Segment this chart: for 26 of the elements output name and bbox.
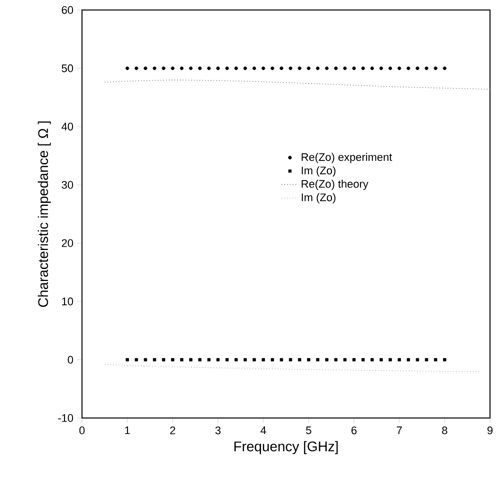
x-tick-label: 9	[487, 426, 493, 434]
legend-label: Re(Zo) theory	[302, 180, 368, 190]
y-tick-label: 60	[62, 6, 74, 14]
line-series	[104, 80, 490, 90]
x-tick-label: 5	[306, 426, 312, 434]
x-tick-label: 8	[442, 426, 448, 434]
y-tick-label: -10	[58, 414, 74, 422]
x-tick-label: 1	[125, 426, 130, 434]
x-tick-label: 4	[260, 426, 266, 434]
y-tick-label: 0	[68, 356, 74, 364]
x-axis-title: Frequency [GHz]	[234, 441, 338, 454]
legend-label: Im (Zo)	[302, 166, 336, 177]
y-axis-title: Characteristic impedance [ Ω ]	[38, 121, 51, 307]
y-tick-label: 10	[62, 298, 74, 306]
y-tick-label: 50	[62, 64, 74, 72]
x-tick-label: 2	[170, 426, 176, 434]
x-tick-label: 6	[352, 426, 357, 434]
line-series	[104, 364, 482, 372]
x-tick-label: 7	[396, 426, 402, 434]
y-tick-label: 30	[62, 180, 74, 189]
x-tick-label: 3	[215, 426, 221, 434]
x-tick-label: 0	[79, 426, 85, 434]
legend-label: Im (Zo)	[302, 193, 336, 204]
y-tick-label: 40	[62, 122, 74, 130]
legend-label: Re(Zo) experiment	[302, 152, 392, 164]
y-tick-label: 20	[62, 239, 74, 248]
